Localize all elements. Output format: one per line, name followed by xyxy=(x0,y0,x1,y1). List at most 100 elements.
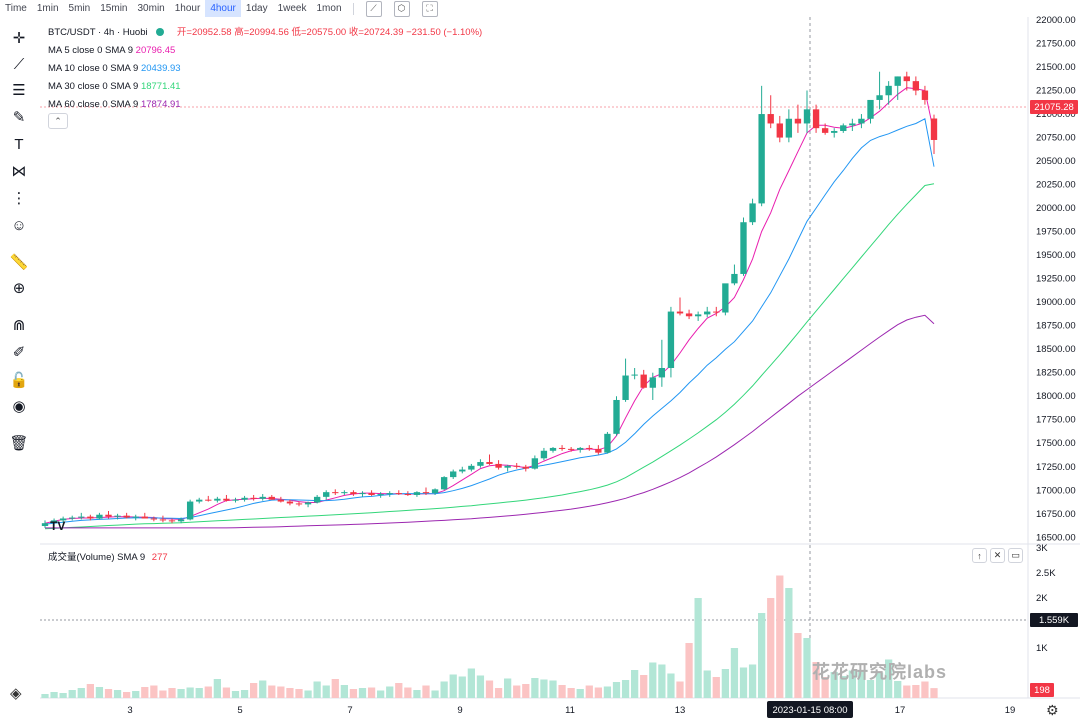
measure-lines-icon[interactable]: ⋮ xyxy=(11,190,27,207)
text-icon[interactable]: T xyxy=(14,135,24,153)
tf-15min[interactable]: 15min xyxy=(100,3,128,14)
candle-body xyxy=(468,465,475,470)
move-up-icon[interactable]: ↑ xyxy=(972,548,987,563)
volume-bar xyxy=(295,689,303,698)
volume-bar xyxy=(612,682,621,698)
candle-body xyxy=(232,499,239,501)
candle-body xyxy=(558,447,566,449)
candle-body xyxy=(313,496,321,503)
y-tick-label: 19250.00 xyxy=(1036,274,1076,285)
y-tick-label: 21500.00 xyxy=(1036,62,1076,73)
volume-last-badge: 198 xyxy=(1034,685,1050,696)
zoom-in-icon[interactable]: ⊕ xyxy=(12,280,26,297)
candle-body xyxy=(323,492,330,497)
candle-body xyxy=(504,465,511,468)
volume-bar xyxy=(50,692,58,698)
candle-body xyxy=(87,516,94,519)
volume-bar xyxy=(794,633,802,698)
tf-1hour[interactable]: 1hour xyxy=(174,3,201,14)
candle-body xyxy=(531,458,539,469)
volume-bar xyxy=(839,676,847,698)
ma-line-ma30 xyxy=(44,183,935,530)
price-badge-bg xyxy=(1030,99,1078,114)
candle-body xyxy=(450,471,457,478)
volume-bar xyxy=(204,686,212,698)
ma10-value: 20439.93 xyxy=(140,63,181,74)
tf-1week[interactable]: 1week xyxy=(277,3,307,14)
volume-bar xyxy=(594,687,602,698)
volume-bar xyxy=(558,685,566,698)
chart-type-icon[interactable]: ⟋ xyxy=(365,0,382,17)
collapse-legend-button[interactable]: ⌃ xyxy=(48,113,68,129)
ruler-icon[interactable]: 📏 xyxy=(9,254,29,271)
maximize-pane-icon[interactable]: ▭ xyxy=(1008,548,1023,563)
unlock-icon[interactable]: 🔓 xyxy=(9,372,29,389)
volume-bar xyxy=(349,689,358,698)
emoji-icon[interactable]: ☺ xyxy=(11,216,27,234)
candle-body xyxy=(459,469,466,472)
candle-body xyxy=(69,517,76,519)
candle-body xyxy=(132,516,139,518)
brush-icon[interactable]: ✎ xyxy=(12,109,26,126)
volume-bar xyxy=(123,692,131,698)
volume-bar xyxy=(567,688,575,698)
y-tick-label: 20750.00 xyxy=(1036,133,1076,144)
volume-bar xyxy=(286,688,294,698)
ohlc-readout: 开=20952.58 高=20994.56 低=20575.00 收=20724… xyxy=(176,27,483,38)
ma5-value: 20796.45 xyxy=(135,45,176,56)
pattern-icon[interactable]: ⋈ xyxy=(11,163,27,180)
lock-drawing-icon[interactable]: ✐ xyxy=(12,344,26,361)
x-tick-label: 19 xyxy=(1005,705,1016,716)
tf-1day[interactable]: 1day xyxy=(245,3,268,14)
volume-bar xyxy=(603,686,612,698)
volume-bar xyxy=(494,688,503,698)
volume-bar xyxy=(395,683,403,698)
volume-bar xyxy=(413,690,421,698)
tf-4hour[interactable]: 4hour xyxy=(205,0,241,17)
candle-body xyxy=(649,377,656,388)
volume-bar xyxy=(531,678,539,698)
volume-tick-label: 3K xyxy=(1036,543,1048,554)
x-tick-label: 5 xyxy=(237,705,242,716)
candle-body xyxy=(758,114,765,204)
candle-body xyxy=(513,465,520,467)
candle-body xyxy=(595,448,602,453)
volume-bar xyxy=(177,689,185,698)
candle-body xyxy=(921,90,929,100)
volume-bar xyxy=(485,680,494,698)
fullscreen-icon[interactable]: ⛶ xyxy=(421,0,438,17)
tf-1min[interactable]: 1min xyxy=(36,3,59,14)
tf-1mon[interactable]: 1mon xyxy=(316,3,342,14)
horizontal-lines-icon[interactable]: ☰ xyxy=(12,82,26,99)
volume-bar xyxy=(186,687,194,698)
volume-bar xyxy=(640,675,648,698)
candle-body xyxy=(486,462,493,464)
tf-5min[interactable]: 5min xyxy=(68,3,91,14)
volume-bar xyxy=(422,685,430,698)
volume-bar xyxy=(875,672,884,698)
candle-body xyxy=(522,466,529,469)
y-tick-label: 20250.00 xyxy=(1036,180,1076,191)
trash-icon[interactable]: 🗑 xyxy=(9,435,29,452)
settings-icon[interactable]: ⬡ xyxy=(393,0,410,17)
x-tick-label: 13 xyxy=(675,705,686,716)
volume-bar xyxy=(240,690,249,698)
volume-bar xyxy=(540,679,548,698)
tf-time[interactable]: Time xyxy=(5,3,27,14)
candle-body xyxy=(368,493,375,495)
trendline-icon[interactable]: ⟋ xyxy=(13,55,25,73)
candle-body xyxy=(205,499,212,501)
close-pane-icon[interactable]: ✕ xyxy=(990,548,1005,563)
candle-body xyxy=(667,311,675,368)
magnet-icon[interactable]: ⋒ xyxy=(12,317,26,334)
tf-30min[interactable]: 30min xyxy=(137,3,165,14)
crosshair-icon[interactable]: ✛ xyxy=(12,30,26,47)
candle-body xyxy=(123,515,130,518)
volume-bar xyxy=(703,670,711,698)
candle-body xyxy=(586,447,593,449)
layers-icon[interactable]: ◈ xyxy=(10,685,22,702)
x-tick-label: 17 xyxy=(895,705,906,716)
gear-icon[interactable]: ⚙ xyxy=(1046,702,1059,718)
eye-icon[interactable]: ◉ xyxy=(12,398,26,415)
